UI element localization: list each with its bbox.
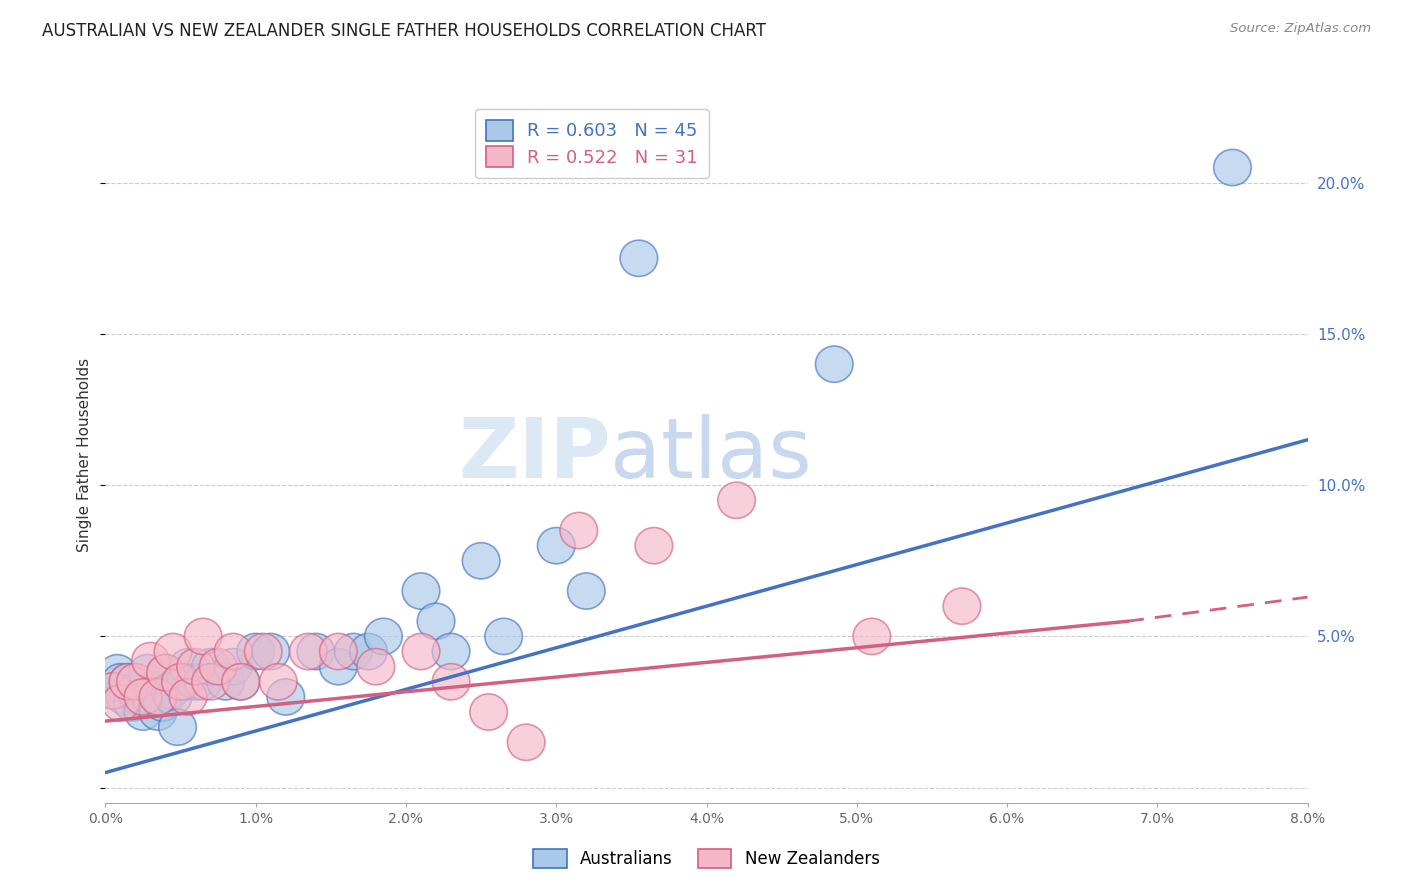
Ellipse shape — [432, 664, 470, 700]
Ellipse shape — [146, 655, 184, 691]
Ellipse shape — [94, 673, 132, 709]
Ellipse shape — [364, 618, 402, 655]
Ellipse shape — [636, 527, 672, 564]
Ellipse shape — [335, 633, 373, 670]
Ellipse shape — [162, 664, 200, 700]
Ellipse shape — [184, 618, 222, 655]
Ellipse shape — [943, 588, 981, 624]
Ellipse shape — [132, 679, 169, 715]
Ellipse shape — [560, 512, 598, 549]
Ellipse shape — [290, 633, 328, 670]
Y-axis label: Single Father Households: Single Father Households — [77, 358, 93, 552]
Ellipse shape — [120, 679, 157, 715]
Ellipse shape — [166, 664, 204, 700]
Ellipse shape — [132, 642, 169, 679]
Text: ZIP: ZIP — [458, 415, 610, 495]
Ellipse shape — [114, 685, 152, 721]
Ellipse shape — [155, 679, 191, 715]
Ellipse shape — [124, 694, 162, 731]
Ellipse shape — [139, 679, 177, 715]
Ellipse shape — [252, 633, 290, 670]
Ellipse shape — [177, 648, 214, 685]
Ellipse shape — [207, 664, 245, 700]
Legend: Australians, New Zealanders: Australians, New Zealanders — [527, 842, 886, 874]
Ellipse shape — [94, 673, 132, 709]
Ellipse shape — [238, 633, 274, 670]
Ellipse shape — [159, 709, 197, 746]
Ellipse shape — [117, 673, 155, 709]
Ellipse shape — [508, 724, 546, 761]
Ellipse shape — [1213, 149, 1251, 186]
Ellipse shape — [402, 573, 440, 609]
Ellipse shape — [568, 573, 605, 609]
Ellipse shape — [319, 633, 357, 670]
Ellipse shape — [214, 648, 252, 685]
Ellipse shape — [169, 679, 207, 715]
Ellipse shape — [146, 655, 184, 691]
Ellipse shape — [853, 618, 890, 655]
Ellipse shape — [136, 673, 174, 709]
Ellipse shape — [110, 664, 146, 700]
Ellipse shape — [537, 527, 575, 564]
Ellipse shape — [463, 542, 501, 579]
Text: Source: ZipAtlas.com: Source: ZipAtlas.com — [1230, 22, 1371, 36]
Ellipse shape — [169, 648, 207, 685]
Ellipse shape — [718, 483, 755, 518]
Ellipse shape — [214, 633, 252, 670]
Ellipse shape — [485, 618, 523, 655]
Ellipse shape — [319, 648, 357, 685]
Ellipse shape — [162, 664, 200, 700]
Ellipse shape — [155, 633, 191, 670]
Ellipse shape — [191, 664, 229, 700]
Ellipse shape — [267, 679, 305, 715]
Ellipse shape — [101, 664, 139, 700]
Ellipse shape — [117, 664, 155, 700]
Ellipse shape — [177, 664, 214, 700]
Ellipse shape — [470, 694, 508, 731]
Ellipse shape — [350, 633, 387, 670]
Ellipse shape — [357, 648, 395, 685]
Ellipse shape — [432, 633, 470, 670]
Ellipse shape — [815, 346, 853, 383]
Ellipse shape — [124, 679, 162, 715]
Ellipse shape — [110, 664, 146, 700]
Ellipse shape — [129, 655, 166, 691]
Ellipse shape — [184, 664, 222, 700]
Ellipse shape — [143, 685, 181, 721]
Ellipse shape — [139, 694, 177, 731]
Ellipse shape — [191, 648, 229, 685]
Ellipse shape — [260, 664, 297, 700]
Ellipse shape — [152, 673, 188, 709]
Ellipse shape — [98, 655, 136, 691]
Ellipse shape — [418, 603, 454, 640]
Ellipse shape — [620, 240, 658, 277]
Ellipse shape — [297, 633, 335, 670]
Ellipse shape — [222, 664, 260, 700]
Ellipse shape — [222, 664, 260, 700]
Ellipse shape — [107, 679, 143, 715]
Text: AUSTRALIAN VS NEW ZEALANDER SINGLE FATHER HOUSEHOLDS CORRELATION CHART: AUSTRALIAN VS NEW ZEALANDER SINGLE FATHE… — [42, 22, 766, 40]
Ellipse shape — [402, 633, 440, 670]
Ellipse shape — [200, 648, 238, 685]
Ellipse shape — [101, 685, 139, 721]
Text: atlas: atlas — [610, 415, 813, 495]
Ellipse shape — [245, 633, 283, 670]
